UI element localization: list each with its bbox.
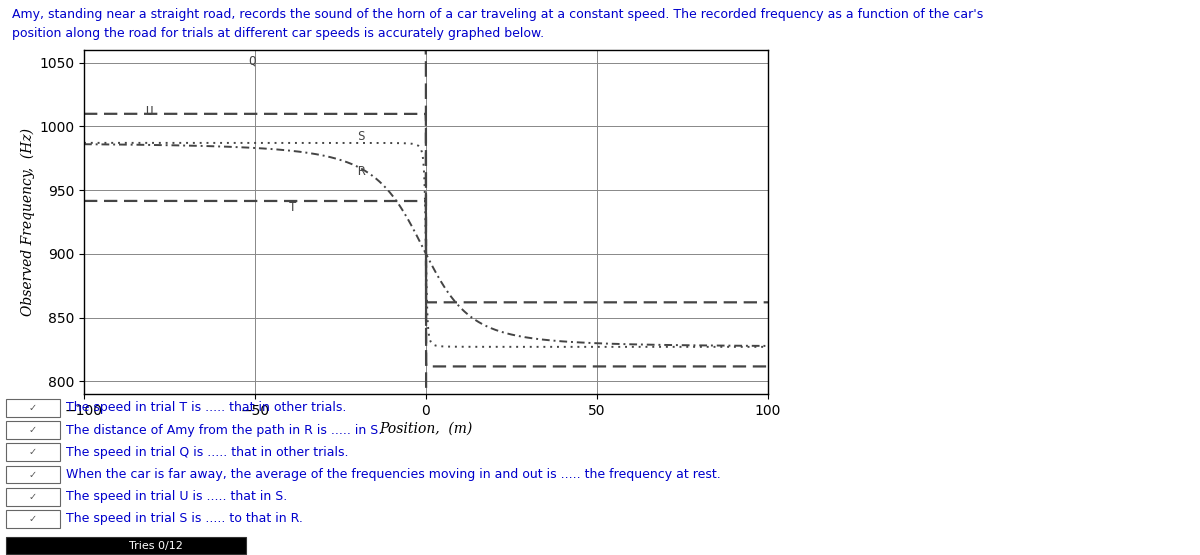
Text: The distance of Amy from the path in R is ..... in S.: The distance of Amy from the path in R i… xyxy=(66,423,383,437)
Text: S: S xyxy=(358,130,365,143)
Y-axis label: Observed Frequency,  (Hz): Observed Frequency, (Hz) xyxy=(20,128,35,316)
Text: Amy, standing near a straight road, records the sound of the horn of a car trave: Amy, standing near a straight road, reco… xyxy=(12,8,983,21)
Text: When the car is far away, the average of the frequencies moving in and out is ..: When the car is far away, the average of… xyxy=(66,468,721,481)
Text: Q: Q xyxy=(248,55,256,68)
X-axis label: Position,  (m): Position, (m) xyxy=(379,422,473,436)
Text: ✓: ✓ xyxy=(29,492,37,502)
Text: The speed in trial Q is ..... that in other trials.: The speed in trial Q is ..... that in ot… xyxy=(66,446,348,459)
Text: position along the road for trials at different car speeds is accurately graphed: position along the road for trials at di… xyxy=(12,27,544,39)
Text: ✓: ✓ xyxy=(29,425,37,435)
Text: R: R xyxy=(358,164,365,178)
Text: T: T xyxy=(289,201,296,214)
Text: The speed in trial S is ..... to that in R.: The speed in trial S is ..... to that in… xyxy=(66,512,302,526)
Text: The speed in trial T is ..... that in other trials.: The speed in trial T is ..... that in ot… xyxy=(66,401,347,415)
Text: Tries 0/12: Tries 0/12 xyxy=(130,541,182,551)
Text: ✓: ✓ xyxy=(29,514,37,524)
Text: ✓: ✓ xyxy=(29,403,37,413)
Text: ✓: ✓ xyxy=(29,470,37,480)
Text: ✓: ✓ xyxy=(29,447,37,457)
Text: U: U xyxy=(145,105,154,118)
Text: The speed in trial U is ..... that in S.: The speed in trial U is ..... that in S. xyxy=(66,490,287,503)
